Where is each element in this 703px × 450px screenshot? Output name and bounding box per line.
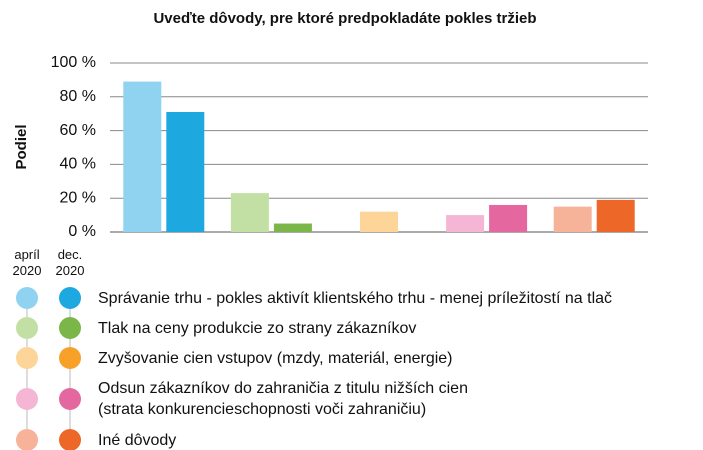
bar <box>230 193 269 232</box>
bar <box>166 112 205 232</box>
bar <box>489 204 528 232</box>
legend-label: Zvyšovanie cien vstupov (mzdy, materiál,… <box>98 349 453 367</box>
legend-marker <box>59 317 81 339</box>
y-tick-label: 0 % <box>68 223 96 240</box>
y-tick-label: 40 % <box>60 156 96 173</box>
legend-marker <box>59 388 81 410</box>
legend-marker <box>16 317 38 339</box>
bar <box>446 215 485 232</box>
legend-series-header: dec. 2020 <box>55 247 85 278</box>
legend-marker <box>16 287 38 309</box>
y-tick-label: 100 % <box>51 54 96 71</box>
y-tick-label: 20 % <box>60 189 96 206</box>
legend-marker <box>59 429 81 450</box>
y-tick-label: 60 % <box>60 122 96 139</box>
legend-label: Odsun zákazníkov do zahraničia z titulu … <box>98 380 468 418</box>
legend-marker <box>59 347 81 369</box>
legend-label: Tlak na ceny produkcie zo strany zákazní… <box>98 319 417 337</box>
legend-marker <box>16 429 38 450</box>
bar <box>123 81 162 232</box>
legend-marker <box>16 388 38 410</box>
bar <box>360 211 398 232</box>
legend-marker <box>59 287 81 309</box>
y-axis-label: Podiel <box>13 124 30 169</box>
chart-title: Uveďte dôvody, pre ktoré predpokladáte p… <box>153 10 536 27</box>
bar <box>596 199 635 232</box>
legend-series-header: apríl 2020 <box>12 247 42 278</box>
y-tick-label: 80 % <box>60 88 96 105</box>
legend-label: Iné dôvody <box>98 431 177 449</box>
legend-marker <box>16 347 38 369</box>
bar <box>273 223 312 232</box>
bar <box>553 206 592 232</box>
legend-label: Správanie trhu - pokles aktivít klientsk… <box>98 289 613 307</box>
